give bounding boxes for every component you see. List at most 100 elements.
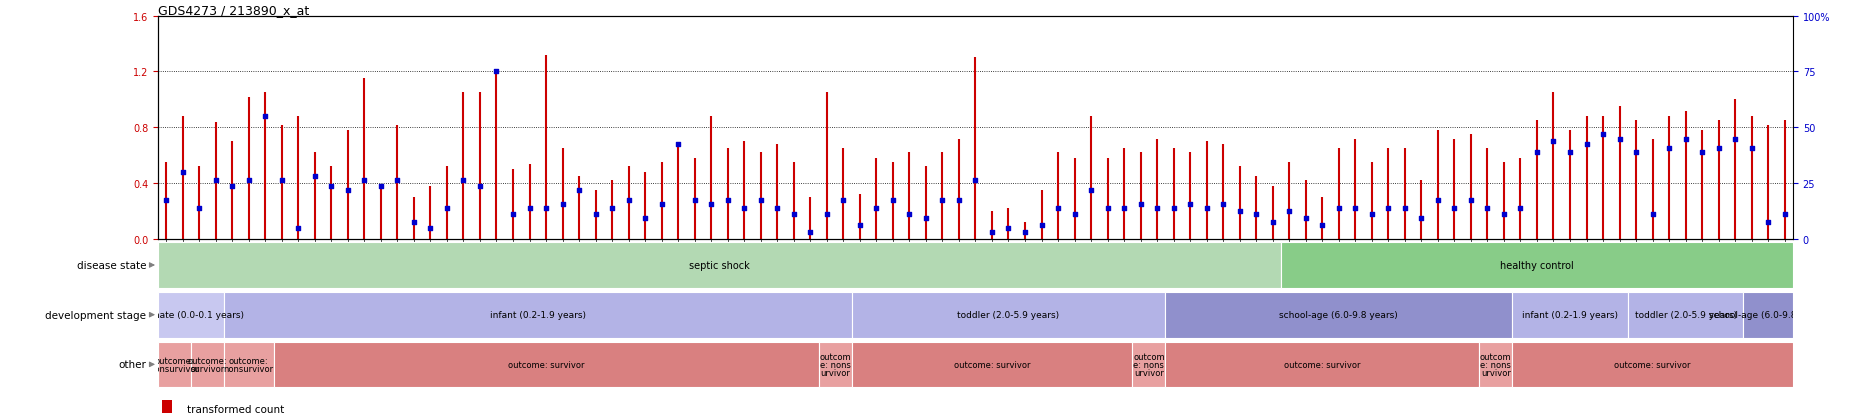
Point bbox=[1142, 206, 1172, 212]
Point bbox=[761, 206, 791, 212]
Point bbox=[1736, 146, 1766, 152]
Point bbox=[217, 183, 247, 190]
Point bbox=[1636, 211, 1666, 218]
Point bbox=[1621, 150, 1651, 157]
Point bbox=[1207, 202, 1237, 208]
Point bbox=[927, 197, 956, 204]
Point bbox=[630, 215, 659, 222]
Point bbox=[267, 178, 297, 184]
Text: infant (0.2-1.9 years): infant (0.2-1.9 years) bbox=[1521, 311, 1617, 319]
Text: outcome: survivor: outcome: survivor bbox=[953, 360, 1029, 369]
Bar bbox=[1512, 342, 1792, 387]
Point bbox=[201, 178, 230, 184]
Point bbox=[910, 215, 940, 222]
Text: disease state: disease state bbox=[76, 260, 147, 271]
Point bbox=[498, 211, 527, 218]
Point bbox=[696, 202, 726, 208]
Point bbox=[1720, 136, 1749, 142]
Bar bbox=[1478, 342, 1512, 387]
Text: school-age (6.0-9.8 years): school-age (6.0-9.8 years) bbox=[1708, 311, 1827, 319]
Text: development stage: development stage bbox=[45, 310, 147, 320]
Point bbox=[1422, 197, 1452, 204]
Point bbox=[366, 183, 396, 190]
Text: school-age (6.0-9.8 years): school-age (6.0-9.8 years) bbox=[1279, 311, 1398, 319]
Point bbox=[1190, 206, 1220, 212]
Point bbox=[1092, 206, 1122, 212]
Bar bbox=[1512, 292, 1627, 338]
Bar bbox=[1164, 292, 1512, 338]
Point bbox=[943, 197, 973, 204]
Bar bbox=[1131, 342, 1164, 387]
Bar bbox=[1279, 242, 1792, 288]
Point bbox=[184, 206, 214, 212]
Bar bbox=[158, 292, 225, 338]
Point bbox=[349, 178, 379, 184]
Point bbox=[1487, 211, 1517, 218]
Point bbox=[531, 206, 561, 212]
Point bbox=[1406, 215, 1435, 222]
Point bbox=[1125, 202, 1155, 208]
Text: infant (0.2-1.9 years): infant (0.2-1.9 years) bbox=[490, 311, 585, 319]
Point bbox=[680, 197, 709, 204]
Text: outcom
e: nons
urvivor: outcom e: nons urvivor bbox=[1478, 352, 1512, 377]
Point bbox=[399, 220, 429, 226]
Point bbox=[383, 178, 412, 184]
Point bbox=[1604, 136, 1634, 142]
Text: outcom
e: nons
urvivor: outcom e: nons urvivor bbox=[1133, 352, 1164, 377]
Point bbox=[646, 202, 676, 208]
Point bbox=[795, 229, 825, 236]
Text: outcome: survivor: outcome: survivor bbox=[1614, 360, 1690, 369]
Text: outcom
e: nons
urvivor: outcom e: nons urvivor bbox=[819, 352, 851, 377]
Text: outcome: survivor: outcome: survivor bbox=[507, 360, 583, 369]
Point bbox=[1307, 222, 1337, 229]
Point bbox=[730, 206, 760, 212]
Point bbox=[1075, 188, 1105, 194]
Point bbox=[878, 197, 908, 204]
Point bbox=[596, 206, 626, 212]
Point bbox=[332, 188, 362, 194]
Point bbox=[581, 211, 611, 218]
Point bbox=[828, 197, 858, 204]
Point bbox=[993, 225, 1023, 232]
Text: outcome:
nonsurvivor: outcome: nonsurvivor bbox=[149, 356, 199, 373]
Point bbox=[316, 183, 345, 190]
Point bbox=[893, 211, 923, 218]
Point bbox=[1042, 206, 1071, 212]
Point bbox=[1389, 206, 1419, 212]
Point bbox=[1339, 206, 1369, 212]
Bar bbox=[225, 342, 273, 387]
Point bbox=[977, 229, 1006, 236]
Point bbox=[1456, 197, 1486, 204]
Point bbox=[1571, 141, 1601, 148]
Point bbox=[862, 206, 891, 212]
Point bbox=[1372, 206, 1402, 212]
Text: outcome: survivor: outcome: survivor bbox=[1283, 360, 1359, 369]
Bar bbox=[1627, 292, 1742, 338]
Text: outcome:
survivor: outcome: survivor bbox=[188, 356, 227, 373]
Point bbox=[1770, 211, 1799, 218]
Point bbox=[1439, 206, 1469, 212]
Bar bbox=[273, 342, 819, 387]
Point bbox=[1109, 206, 1138, 212]
Bar bbox=[1742, 292, 1792, 338]
Point bbox=[1356, 211, 1385, 218]
Point bbox=[1224, 208, 1253, 215]
Point bbox=[1010, 229, 1040, 236]
Point bbox=[448, 178, 477, 184]
Point bbox=[1257, 220, 1287, 226]
Point bbox=[514, 206, 544, 212]
Point bbox=[565, 188, 594, 194]
Point bbox=[234, 178, 264, 184]
Point bbox=[778, 211, 808, 218]
Point bbox=[713, 197, 743, 204]
Text: GDS4273 / 213890_x_at: GDS4273 / 213890_x_at bbox=[158, 4, 308, 17]
Text: transformed count: transformed count bbox=[186, 404, 284, 413]
Bar bbox=[191, 342, 225, 387]
Point bbox=[845, 222, 875, 229]
Text: outcome:
nonsurvivor: outcome: nonsurvivor bbox=[223, 356, 273, 373]
Point bbox=[1521, 150, 1551, 157]
Point bbox=[167, 169, 197, 176]
Point bbox=[1538, 139, 1567, 145]
Point bbox=[548, 202, 578, 208]
Point bbox=[299, 173, 329, 180]
